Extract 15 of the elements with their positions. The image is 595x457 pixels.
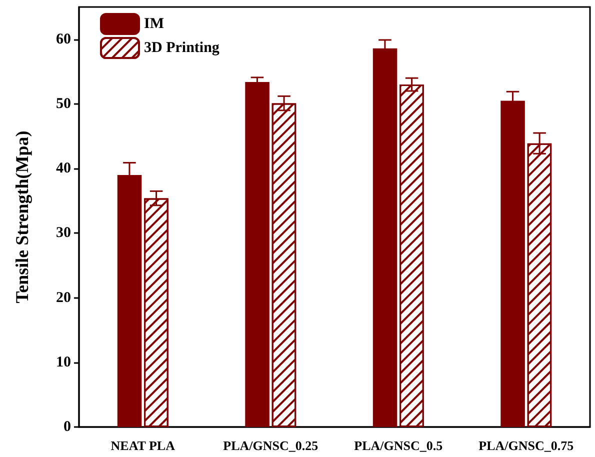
y-tick-label: 20 xyxy=(56,290,71,306)
y-tick-label: 60 xyxy=(56,31,71,48)
legend-label: IM xyxy=(144,16,164,32)
y-tick-label: 40 xyxy=(56,160,71,177)
x-tick-label: NEAT PLA xyxy=(110,438,176,453)
y-tick-label: 50 xyxy=(56,96,71,112)
y-tick-label: 30 xyxy=(56,225,71,242)
y-axis-title: Tensile Strength(Mpa) xyxy=(12,130,32,304)
x-tick-label: PLA/GNSC_0.25 xyxy=(223,438,319,453)
y-tick-label: 0 xyxy=(64,419,71,435)
bar xyxy=(245,82,270,427)
x-tick-label: PLA/GNSC_0.75 xyxy=(478,438,574,453)
y-tick-label: 10 xyxy=(56,354,71,370)
legend-label: 3D Printing xyxy=(144,40,220,56)
x-tick-label: PLA/GNSC_0.5 xyxy=(354,438,444,453)
